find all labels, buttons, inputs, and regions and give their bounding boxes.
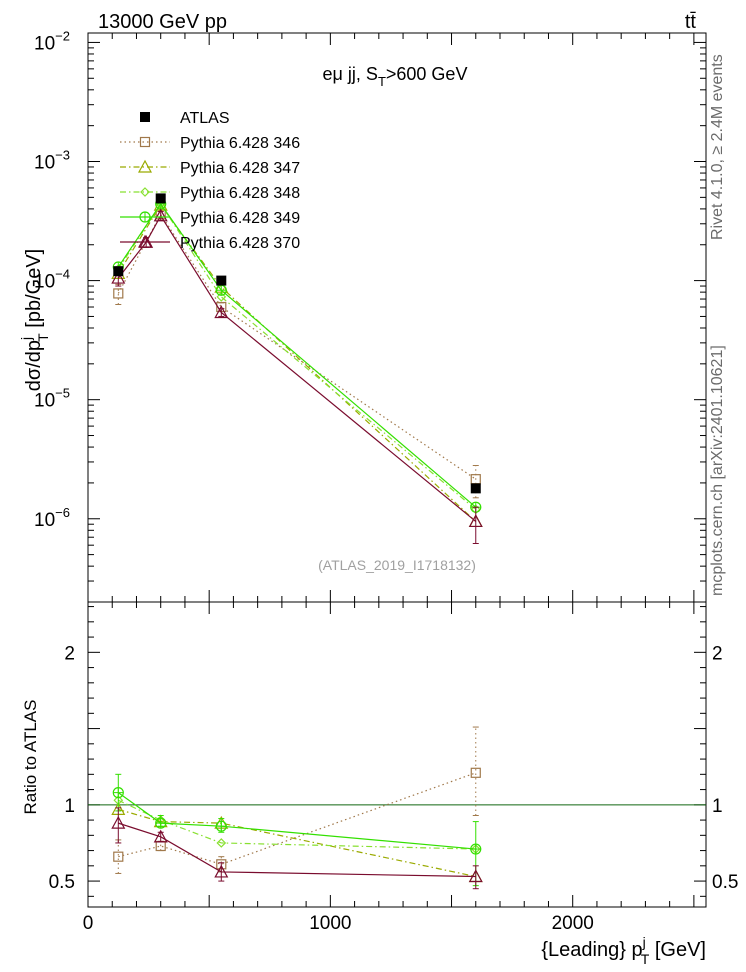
- mcplots-label: mcplots.cern.ch [arXiv:2401.10621]: [709, 345, 726, 596]
- ratio-y-tick-label: 0.5: [49, 872, 75, 893]
- data-point: [468, 514, 483, 528]
- legend-item: ATLAS: [140, 110, 230, 127]
- legend: ATLAS Pythia 6.428 346 Pythia 6.428 347 Pyt…: [120, 110, 300, 252]
- y-tick-label: 10−6: [34, 505, 70, 531]
- series-line: [118, 772, 476, 865]
- ratio-y-tick-label: 2: [64, 643, 75, 664]
- main-series-pythia-6-428-346: [113, 209, 481, 499]
- ratio-plot-frame: [87, 601, 707, 908]
- analysis-watermark: (ATLAS_2019_I1718132): [318, 557, 476, 573]
- data-point: [113, 266, 124, 277]
- data-point: [216, 838, 227, 848]
- data-point: [111, 815, 126, 829]
- main-series-pythia-6-428-370: [111, 208, 483, 544]
- data-point: [214, 305, 229, 319]
- data-point: [216, 292, 227, 302]
- ratio-y-tick-label-right: 2: [712, 643, 723, 664]
- series-line: [118, 799, 476, 850]
- data-point: [113, 288, 124, 299]
- x-axis-label: {Leading} pj T [GeV]: [541, 934, 706, 967]
- data-point: [468, 869, 483, 883]
- ratio-y-tick-label-right: 0.5: [712, 872, 738, 893]
- data-point: [137, 159, 153, 173]
- main-y-tick-labels: 10−6 10−5 10−4 10−3 10−2: [34, 28, 70, 530]
- main-y-axis-label: dσ/dpjT [pb/GeV]: [18, 249, 51, 391]
- data-point: [216, 275, 227, 286]
- main-series-atlas: [113, 193, 481, 494]
- data-point: [140, 187, 150, 197]
- x-tick-label: 0: [83, 913, 94, 934]
- legend-label: Pythia 6.428 346: [180, 135, 300, 152]
- data-point: [470, 483, 481, 494]
- data-point: [153, 208, 168, 222]
- x-tick-label: 1000: [309, 913, 351, 934]
- series-line: [117, 214, 477, 522]
- y-tick-label: 10−3: [34, 148, 70, 174]
- rivet-version-label: Rivet 4.1.0, ≥ 2.4M events: [709, 54, 726, 240]
- legend-label: ATLAS: [180, 110, 230, 127]
- main-plot-title: eμ jj, ST>600 GeV: [323, 64, 468, 89]
- main-ticks: [87, 33, 706, 907]
- series-line: [117, 792, 476, 850]
- legend-label: Pythia 6.428 370: [180, 235, 300, 252]
- x-tick-labels: 0 1000 2000: [83, 913, 594, 934]
- legend-label: Pythia 6.428 348: [180, 185, 300, 202]
- data-point: [470, 767, 481, 778]
- legend-item: Pythia 6.428 346: [120, 135, 300, 152]
- data-point: [137, 234, 153, 248]
- ratio-data-layer: [111, 726, 483, 890]
- legend-item: Pythia 6.428 348: [120, 185, 300, 202]
- ratio-ticks: [88, 606, 706, 897]
- header-right: tt̄: [685, 11, 697, 33]
- y-tick-label: 10−2: [34, 28, 70, 54]
- data-point: [113, 851, 124, 862]
- series-line: [118, 822, 476, 878]
- ratio-series-pythia-6-428-370: [111, 807, 483, 890]
- series-line: [117, 202, 477, 508]
- legend-label: Pythia 6.428 347: [180, 160, 300, 177]
- x-tick-label: 2000: [552, 913, 594, 934]
- data-point: [140, 112, 150, 122]
- ratio-y-tick-labels: 0.5 0.5 1 1 2 2: [49, 643, 739, 893]
- y-tick-label: 10−5: [34, 386, 70, 412]
- legend-label: Pythia 6.428 349: [180, 210, 300, 227]
- legend-item: Pythia 6.428 370: [120, 234, 300, 252]
- legend-item: Pythia 6.428 347: [120, 159, 300, 177]
- series-line: [117, 202, 477, 510]
- data-point: [139, 136, 151, 148]
- ratio-y-axis-label: Ratio to ATLAS: [21, 700, 40, 815]
- data-point: [214, 864, 229, 878]
- ratio-series-pythia-6-428-346: [113, 726, 481, 874]
- series-line: [118, 808, 476, 878]
- data-point: [153, 829, 168, 843]
- header-left: 13000 GeV pp: [98, 11, 227, 33]
- data-point: [111, 270, 126, 284]
- data-point: [155, 193, 166, 204]
- series-line: [117, 204, 477, 522]
- ratio-series-pythia-6-428-347: [111, 802, 483, 883]
- legend-item: Pythia 6.428 349: [120, 210, 300, 227]
- ratio-y-tick-label-right: 1: [712, 796, 723, 817]
- ratio-y-tick-label: 1: [64, 796, 75, 817]
- y-tick-label: 10−4: [34, 267, 70, 293]
- series-line: [117, 213, 477, 480]
